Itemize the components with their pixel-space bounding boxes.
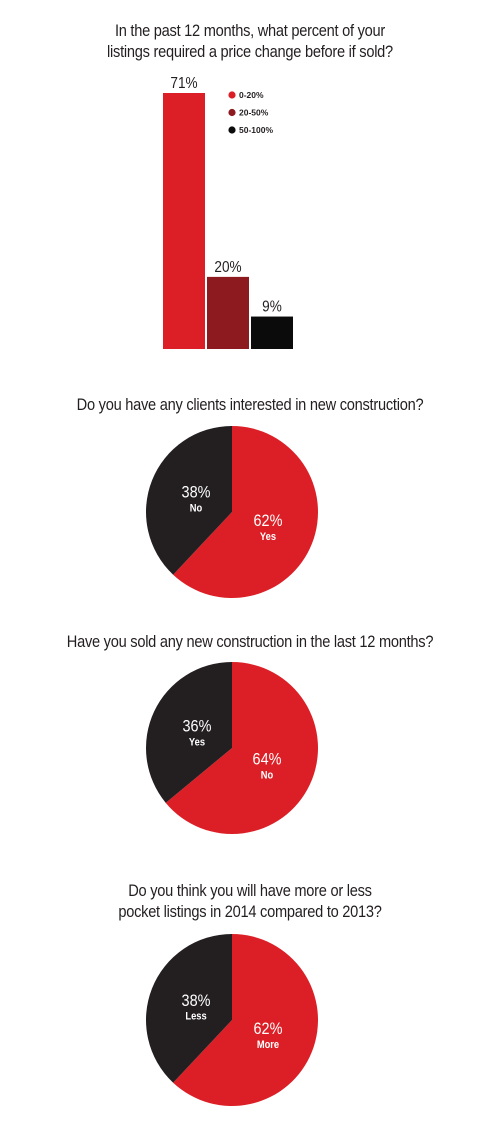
bar-chart: 71% 20% 9% 0-20% 20-50% 50-100% — [163, 75, 293, 349]
legend-label: 20-50% — [239, 108, 269, 118]
pie-chart-3-title: Do you think you will have more or less … — [35, 880, 465, 922]
pie-chart-2-title-line-1: Have you sold any new construction in th… — [66, 632, 434, 651]
pie-chart-3-title-line-1: Do you think you will have more or less — [128, 881, 372, 900]
bar-chart-title: In the past 12 months, what percent of y… — [35, 20, 465, 62]
pie-slice-percent: 62% — [254, 512, 283, 530]
legend-label: 50-100% — [239, 125, 273, 135]
legend-swatch — [228, 108, 236, 117]
legend-label: 0-20% — [239, 90, 264, 100]
pie-slice-no — [146, 426, 232, 575]
bar-value-label: 9% — [262, 299, 282, 316]
pie-chart-1-title: Do you have any clients interested in ne… — [35, 394, 465, 415]
pie-slice-yes — [173, 426, 319, 598]
bar-20-50pct — [207, 276, 249, 349]
pie-slice-label: Less — [185, 1011, 207, 1023]
bar-0-20pct — [163, 93, 205, 349]
pie-slice-percent: 38% — [182, 484, 211, 502]
pie-slice-label: More — [257, 1040, 280, 1052]
pie-slice-more — [173, 934, 319, 1106]
pie-slice-percent: 38% — [182, 992, 211, 1010]
legend-swatch — [228, 126, 236, 134]
pie-slice-yes — [145, 662, 232, 803]
bar-50-100pct — [251, 316, 293, 349]
pie-slice-label: Yes — [260, 532, 276, 544]
pie-slice-label: Yes — [189, 737, 205, 749]
bar-value-label: 20% — [214, 259, 241, 276]
pie-slice-percent: 36% — [183, 718, 212, 736]
pie-chart-3-title-line-2: pocket listings in 2014 compared to 2013… — [118, 902, 382, 921]
bar-value-label: 71% — [170, 75, 197, 92]
pie-slice-percent: 64% — [253, 750, 282, 768]
pie-slice-less — [146, 934, 232, 1083]
pie-chart-2-title: Have you sold any new construction in th… — [35, 631, 465, 652]
pie-chart-1-title-line-1: Do you have any clients interested in ne… — [76, 395, 424, 414]
bar-chart-title-line-2: listings required a price change before … — [107, 42, 393, 61]
pie-slice-label: No — [261, 770, 273, 782]
pie-slice-label: No — [190, 503, 202, 515]
pie-slice-no — [165, 662, 318, 834]
bar-chart-title-line-1: In the past 12 months, what percent of y… — [114, 21, 386, 40]
pie-slice-percent: 62% — [254, 1020, 283, 1038]
legend-swatch — [228, 91, 236, 99]
